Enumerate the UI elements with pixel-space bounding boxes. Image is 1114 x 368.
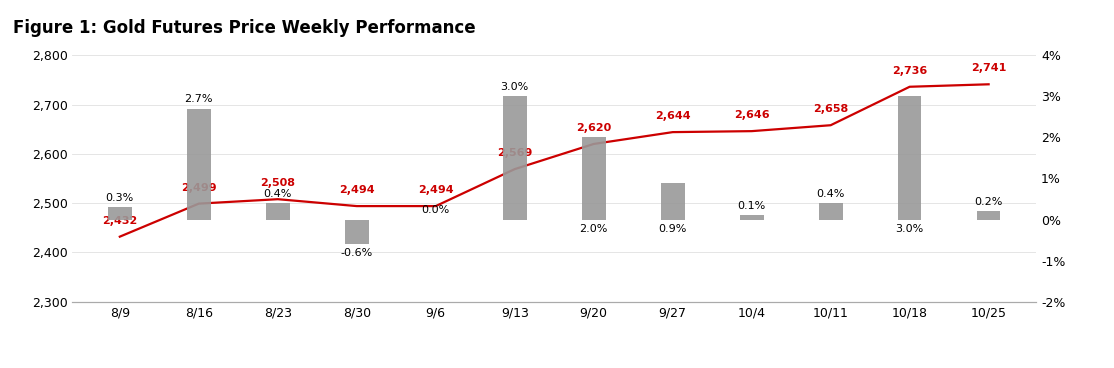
Text: 2,741: 2,741 (971, 63, 1006, 73)
Bar (661, 183, 684, 220)
Legend: % change weekly - RS, Gold Futures Price US$/ounce - LS: % change weekly - RS, Gold Futures Price… (332, 366, 776, 368)
Text: Figure 1: Gold Futures Price Weekly Performance: Figure 1: Gold Futures Price Weekly Perf… (13, 19, 476, 37)
Text: 2.0%: 2.0% (579, 224, 608, 234)
Text: 2,736: 2,736 (892, 66, 927, 76)
Text: 0.4%: 0.4% (817, 189, 844, 199)
Text: -0.6%: -0.6% (341, 248, 373, 258)
Text: 2,658: 2,658 (813, 104, 848, 114)
Bar (582, 137, 606, 220)
Bar (108, 207, 131, 220)
Text: 2,646: 2,646 (734, 110, 770, 120)
Text: 2.7%: 2.7% (185, 95, 213, 105)
Text: 2,569: 2,569 (497, 148, 532, 158)
Bar (740, 216, 763, 220)
Bar (345, 220, 369, 244)
Text: 2,499: 2,499 (180, 183, 216, 192)
Text: 3.0%: 3.0% (896, 224, 924, 234)
Bar (502, 96, 527, 220)
Text: 0.0%: 0.0% (421, 205, 450, 215)
Bar (187, 109, 211, 220)
Text: 2,494: 2,494 (339, 185, 374, 195)
Text: 2,508: 2,508 (261, 178, 295, 188)
Text: 0.1%: 0.1% (737, 201, 765, 211)
Text: 0.2%: 0.2% (975, 197, 1003, 207)
Bar (266, 203, 290, 220)
Text: 0.9%: 0.9% (658, 224, 687, 234)
Bar (898, 96, 921, 220)
Text: 2,644: 2,644 (655, 111, 691, 121)
Text: 0.4%: 0.4% (264, 189, 292, 199)
Bar (977, 211, 1000, 220)
Bar (819, 203, 842, 220)
Text: 3.0%: 3.0% (500, 82, 529, 92)
Text: 0.3%: 0.3% (106, 193, 134, 203)
Text: 2,432: 2,432 (102, 216, 137, 226)
Text: 2,494: 2,494 (418, 185, 453, 195)
Text: 2,620: 2,620 (576, 123, 612, 133)
